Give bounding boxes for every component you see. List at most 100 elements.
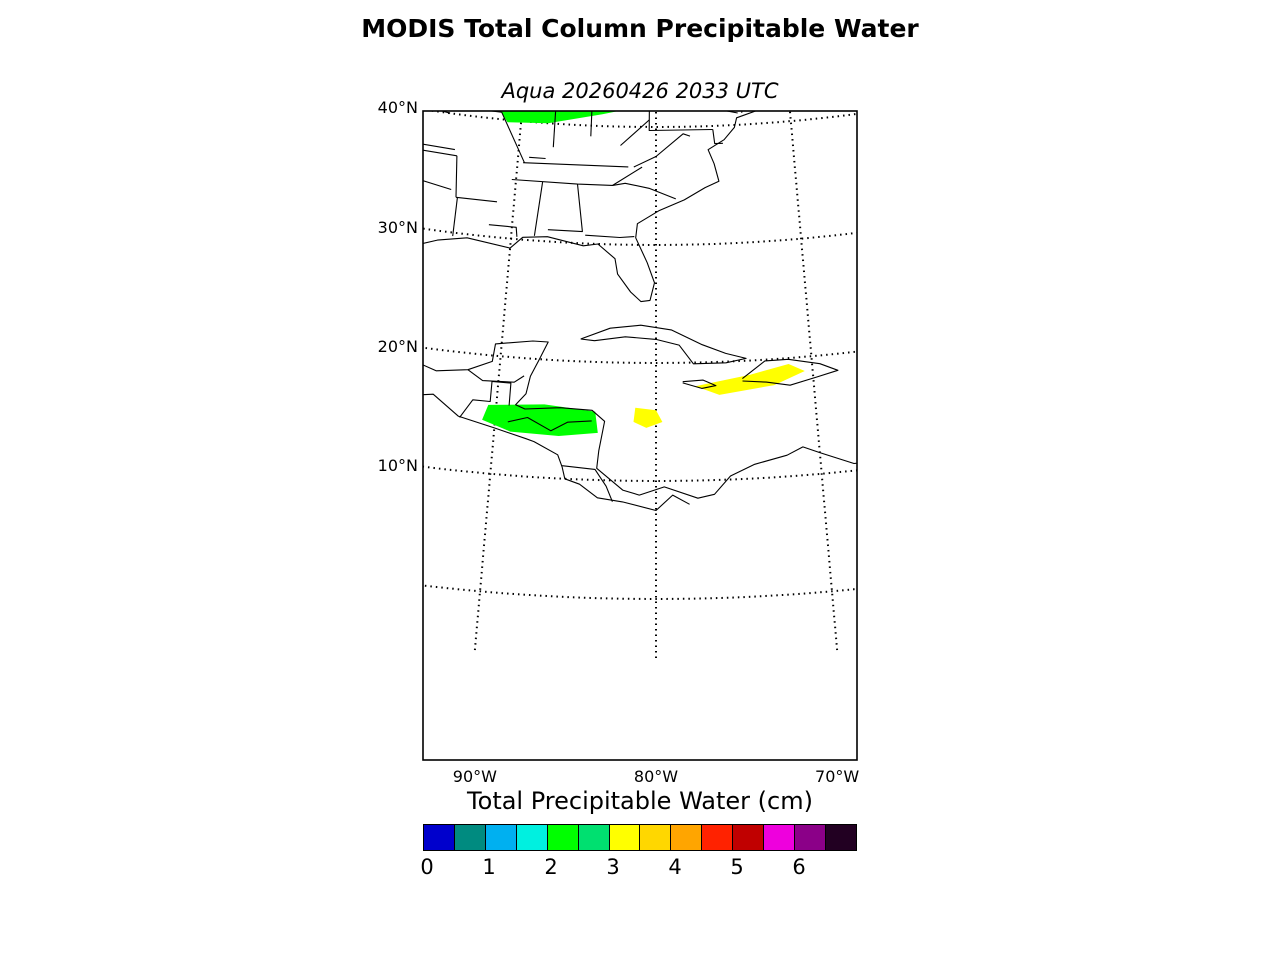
graticule bbox=[0, 0, 1280, 658]
state-border-20 bbox=[528, 45, 558, 64]
jamaica-line bbox=[682, 379, 717, 389]
colorbar-segment bbox=[516, 825, 548, 850]
state-border-5 bbox=[423, 143, 455, 151]
pw-region-northern-plains bbox=[373, 12, 459, 40]
state-border-38 bbox=[765, 60, 771, 100]
state-border-17 bbox=[501, 111, 526, 164]
latitude-label: 20°N bbox=[377, 336, 418, 356]
longitude-label: 70°W bbox=[815, 767, 860, 786]
pacific-central-line bbox=[423, 393, 690, 512]
state-border-27 bbox=[488, 224, 518, 237]
colorbar-tick-label: 0 bbox=[420, 855, 434, 879]
state-border-37 bbox=[755, 64, 760, 92]
colorbar bbox=[423, 824, 857, 851]
pw-region-honduras-nicaragua bbox=[482, 404, 598, 436]
pw-region-hudson-bay-region bbox=[656, 0, 735, 23]
state-border-11 bbox=[452, 197, 458, 237]
state-border-7 bbox=[280, 136, 340, 188]
state-border-36 bbox=[741, 111, 743, 113]
gulf-coast-line bbox=[423, 111, 758, 303]
colorbar-segment bbox=[825, 825, 856, 850]
colorbar-tick-label: 2 bbox=[544, 855, 558, 879]
great-lakes-huron-line bbox=[598, 55, 653, 89]
state-border-1 bbox=[347, 36, 444, 43]
state-border-29 bbox=[590, 111, 593, 137]
meridian-70 bbox=[788, 111, 839, 651]
pw-region-great-lakes bbox=[500, 111, 619, 124]
great-lakes-erie-ontario-line bbox=[611, 77, 706, 106]
colorbar-tick-label: 4 bbox=[668, 855, 682, 879]
longitude-label: 80°W bbox=[633, 767, 679, 786]
colorbar-segment bbox=[547, 825, 579, 850]
state-border-12 bbox=[444, 6, 449, 42]
puerto-rico-line bbox=[856, 368, 857, 371]
state-border-18 bbox=[491, 40, 509, 79]
meridian-40 bbox=[1056, 0, 1280, 533]
meridian-110 bbox=[118, 0, 353, 587]
state-border-24 bbox=[511, 166, 643, 186]
colorbar-segment bbox=[424, 825, 455, 850]
parallel-40 bbox=[427, 111, 857, 129]
state-border-14 bbox=[440, 79, 510, 83]
state-border-26 bbox=[547, 184, 583, 233]
state-border-9 bbox=[455, 155, 458, 198]
latitude-label: 30°N bbox=[377, 217, 418, 237]
state-border-4 bbox=[354, 99, 361, 134]
costa-rica-line bbox=[562, 465, 613, 502]
state-border-32 bbox=[633, 133, 691, 168]
latitude-label: 10°N bbox=[377, 455, 418, 475]
state-border-15 bbox=[509, 79, 516, 92]
parallel-0 bbox=[423, 584, 857, 601]
pw-region-ontario-quebec-swath bbox=[453, 0, 656, 42]
colorbar-segment bbox=[454, 825, 486, 850]
state-border-8 bbox=[423, 180, 452, 191]
state-border-34 bbox=[612, 182, 677, 200]
colorbar-segment bbox=[609, 825, 641, 850]
pw-region-hispaniola-jamaica bbox=[695, 364, 805, 395]
colorbar-segment bbox=[671, 825, 703, 850]
state-border-2 bbox=[342, 59, 413, 72]
colorbar-segment bbox=[578, 825, 610, 850]
colorbar-tick-label: 3 bbox=[606, 855, 620, 879]
state-border-28 bbox=[591, 103, 650, 105]
state-border-22 bbox=[529, 156, 546, 160]
cuba-line bbox=[580, 324, 747, 365]
parallel-20 bbox=[423, 346, 857, 365]
state-border-13 bbox=[440, 42, 445, 105]
state-border-31 bbox=[620, 119, 650, 146]
us-canada-border-line bbox=[283, 0, 825, 93]
colorbar-tick-label: 5 bbox=[730, 855, 744, 879]
parallel-50 bbox=[226, 0, 1085, 9]
precipitable-water-data bbox=[373, 0, 805, 436]
meridian-120 bbox=[0, 0, 256, 533]
state-border-39 bbox=[712, 129, 723, 145]
meridian-90 bbox=[473, 111, 524, 651]
state-border-25 bbox=[533, 181, 544, 236]
state-border-30 bbox=[648, 111, 713, 132]
us-mexico-border-line bbox=[229, 173, 400, 274]
meridian-100 bbox=[295, 0, 453, 626]
colorbar-segment bbox=[702, 825, 734, 850]
state-border-0 bbox=[337, 0, 357, 82]
state-border-33 bbox=[585, 234, 635, 239]
yucatan-line bbox=[467, 369, 525, 383]
colorbar-segment bbox=[733, 825, 765, 850]
colorbar-segment bbox=[764, 825, 796, 850]
map-subtitle: Aqua 20260426 2033 UTC bbox=[501, 79, 779, 103]
state-border-10 bbox=[455, 196, 498, 203]
latitude-label: 40°N bbox=[377, 98, 418, 118]
state-border-19 bbox=[516, 91, 553, 94]
meridian-60 bbox=[859, 0, 1017, 626]
map-frame bbox=[422, 110, 858, 761]
nicaragua-honduras-line bbox=[507, 416, 592, 432]
map-title: MODIS Total Column Precipitable Water bbox=[361, 14, 919, 43]
hispaniola-line bbox=[742, 358, 839, 386]
coastlines-and-borders bbox=[229, 0, 1001, 512]
newfoundland-line bbox=[918, 0, 1001, 14]
great-lakes-superior-line bbox=[503, 22, 597, 49]
guatemala-line bbox=[459, 380, 512, 418]
colorbar-title: Total Precipitable Water (cm) bbox=[467, 787, 813, 815]
longitude-label: 90°W bbox=[452, 767, 497, 786]
colorbar-tick-label: 6 bbox=[792, 855, 806, 879]
